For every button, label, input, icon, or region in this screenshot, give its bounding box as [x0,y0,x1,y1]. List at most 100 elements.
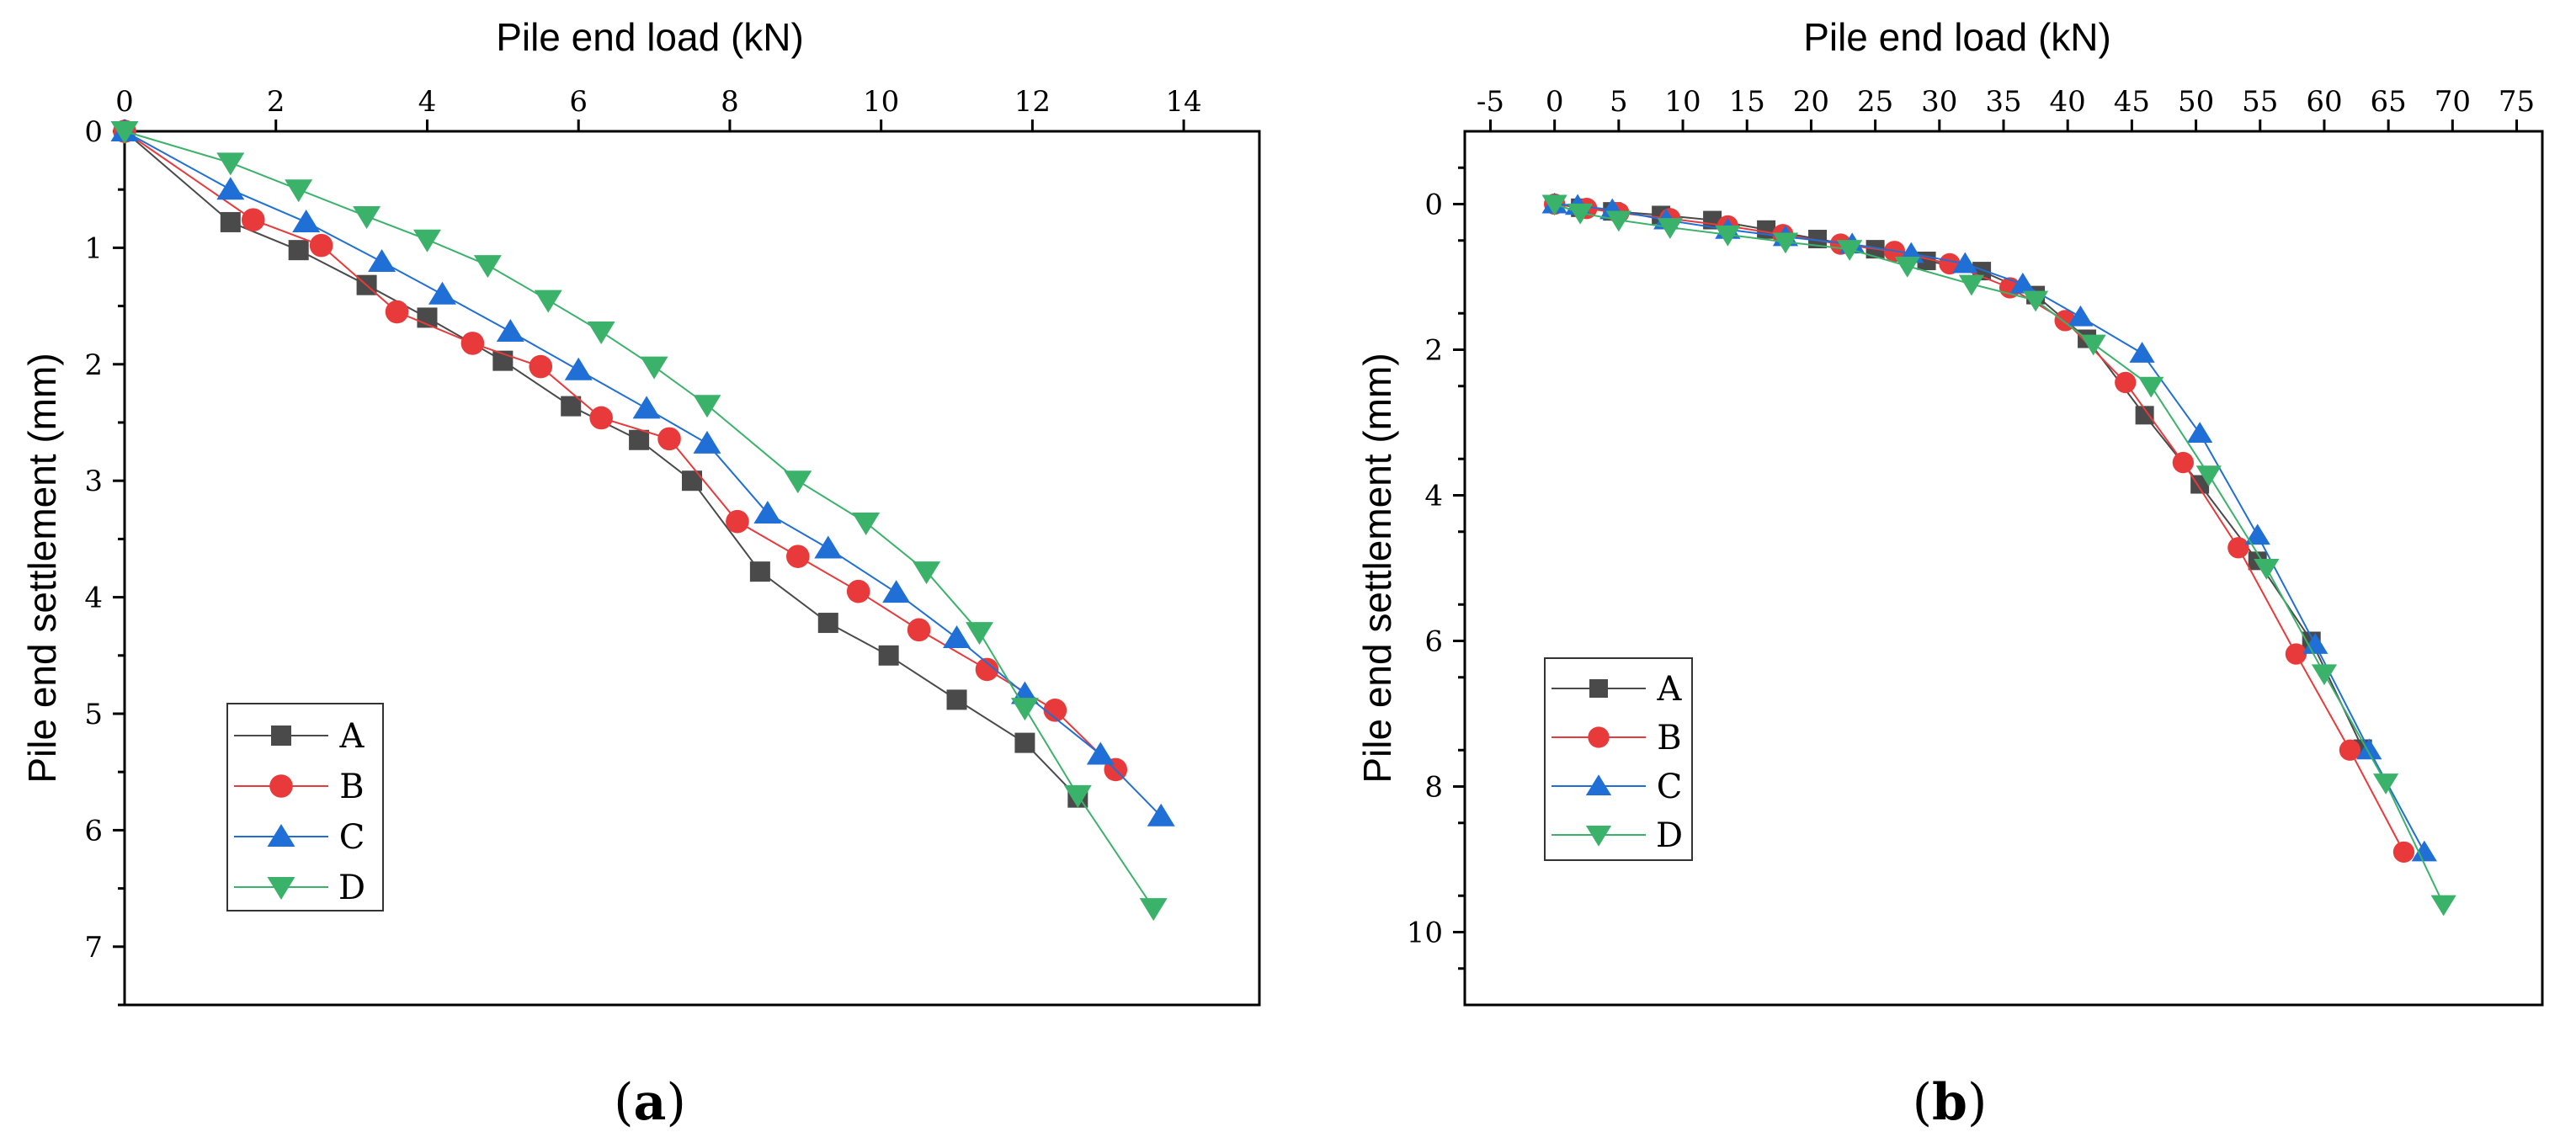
panel-label-open-paren-a: ( [614,1073,633,1132]
panel-label-b: (b) [1913,1073,1988,1132]
legend-marker-d [1585,826,1612,847]
data-point-c [753,500,782,524]
data-point-d [2022,290,2049,312]
x-tick-label: 25 [1857,85,1893,119]
data-point-c [632,396,661,419]
data-point-b [309,233,333,258]
y-tick-label: 8 [1424,771,1443,805]
data-point-d [1837,240,1863,261]
y-tick-label: 1 [84,231,103,265]
legend-marker-c [267,824,295,847]
data-point-b [385,300,409,324]
y-axis-title-a: Pile end settlement (mm) [20,353,64,783]
data-point-d [1715,225,1741,247]
data-point-d [2138,376,2164,398]
x-tick-label: 14 [1166,85,1202,119]
chart-panel-b: -5 0 5 10 15 20 25 30 35 40 45 50 55 60 65 70 750246810 … [1355,15,2544,1132]
data-point-c [216,177,245,200]
data-point-a [1808,230,1828,249]
y-tick-label: 2 [1424,334,1443,368]
x-tick-label: 70 [2435,85,2471,119]
data-point-c [814,535,843,559]
y-tick-label: 0 [84,115,103,149]
legend-marker-a [271,725,291,746]
x-tick-label: 6 [569,85,588,119]
x-tick-label: 40 [2050,85,2086,119]
data-point-b [846,579,870,603]
panel-label-open-paren-b: ( [1913,1073,1932,1132]
data-point-d [640,356,668,380]
x-axis-title-a: Pile end load (kN) [496,15,804,59]
x-tick-label: 4 [418,85,437,119]
data-series-b [1541,192,2456,917]
data-point-c [2411,840,2437,862]
data-point-d [2195,465,2222,487]
data-point-d [693,395,721,418]
data-point-a [2135,406,2154,425]
data-point-d [1139,898,1168,922]
y-tick-label: 6 [1424,625,1443,659]
x-tick-label: -5 [1477,85,1504,119]
data-point-c [2129,342,2155,363]
data-point-a [561,396,582,417]
y-tick-label: 0 [1424,189,1443,222]
data-point-c [1086,741,1115,765]
data-point-b [907,618,931,642]
y-tick-label: 10 [1407,917,1443,950]
legend-marker-a [1589,679,1608,698]
legend-frame-b [1544,657,1693,861]
data-point-b [2227,537,2249,559]
data-point-c [2244,524,2270,545]
data-point-d [285,179,313,203]
data-point-b [726,509,749,534]
legend-marker-d [267,877,295,900]
y-tick-label: 6 [84,814,103,848]
data-point-d [216,152,245,176]
data-point-c [943,625,971,649]
data-point-d [473,255,502,279]
data-point-c [292,209,321,232]
data-point-c [1147,803,1175,826]
data-point-d [784,470,812,494]
legend-label-a: A [339,717,365,756]
data-point-d [534,290,562,313]
data-point-d [412,229,441,252]
data-point-b [2172,451,2194,474]
data-point-b [241,208,265,231]
data-point-d [1541,194,1567,216]
x-tick-label: 0 [115,85,134,119]
axis-ticks-b: -5 0 5 10 15 20 25 30 35 40 45 50 55 60 65 70 75 0 2 4 6 8 10 [1407,85,2535,970]
x-tick-label: 35 [1985,85,2021,119]
legend-label-b: B [339,768,364,806]
panel-label-letter-b: b [1932,1073,1967,1132]
data-point-d [353,206,381,230]
series-line-a [124,130,1079,799]
data-point-d [1567,203,1594,225]
x-tick-label: 65 [2371,85,2407,119]
data-point-c [1952,252,1978,274]
x-tick-label: 10 [863,85,899,119]
data-point-c [2302,633,2329,654]
data-point-a [1014,732,1035,753]
data-point-c [2187,422,2213,443]
data-point-d [2254,559,2280,580]
series-line-b [124,130,1116,771]
legend-marker-b [1588,726,1610,748]
data-point-d [2430,895,2456,917]
y-tick-label: 4 [1424,480,1443,513]
data-point-d [1772,232,1799,254]
data-point-d [1958,274,1985,296]
data-point-b [460,332,485,355]
plot-area-frame-b [1463,130,2544,1007]
y-tick-label: 3 [84,465,103,498]
data-point-d [1063,784,1092,808]
data-point-b [2285,643,2307,665]
data-point-b [786,545,810,568]
legend-marker-c [1585,774,1612,795]
panel-label-close-paren-a: ) [666,1073,685,1132]
x-tick-label: 50 [2178,85,2214,119]
data-point-c [428,281,456,305]
